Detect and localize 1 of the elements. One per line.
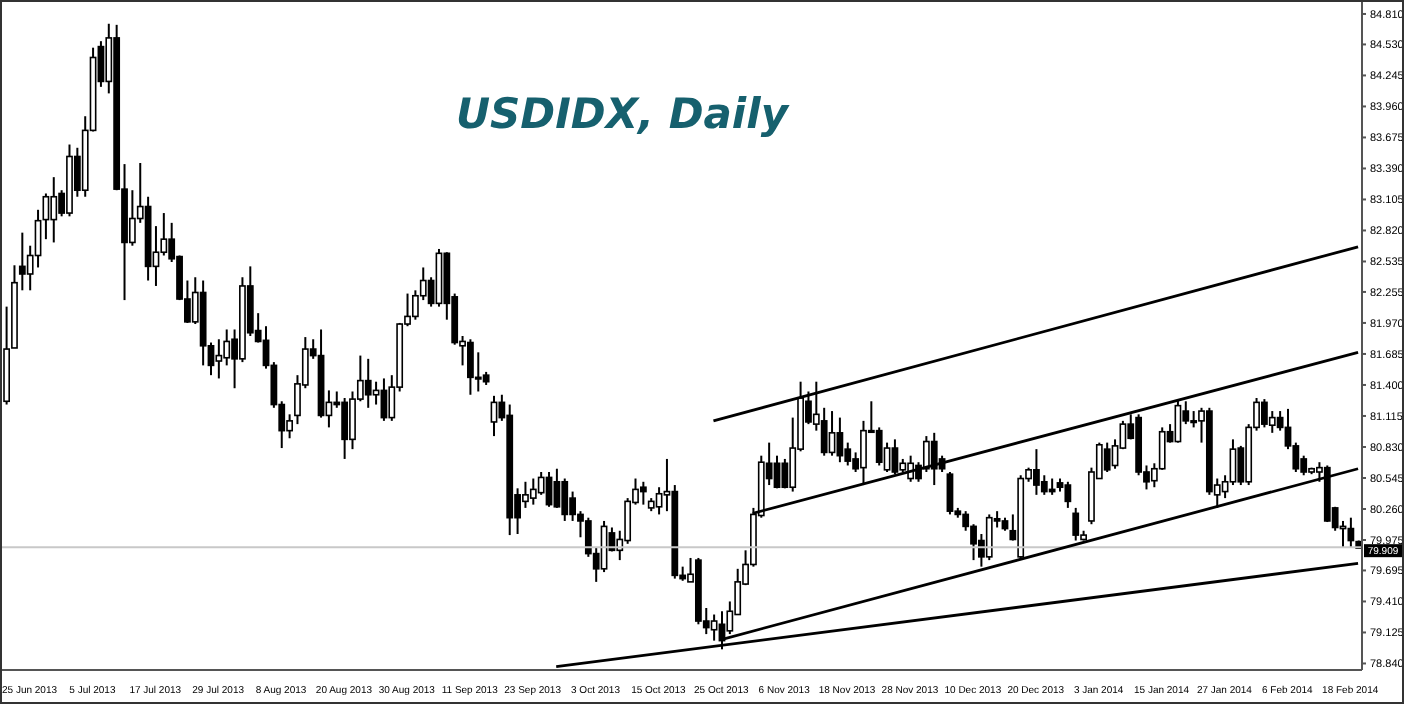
text: USDIDX, Daily — [453, 90, 792, 138]
